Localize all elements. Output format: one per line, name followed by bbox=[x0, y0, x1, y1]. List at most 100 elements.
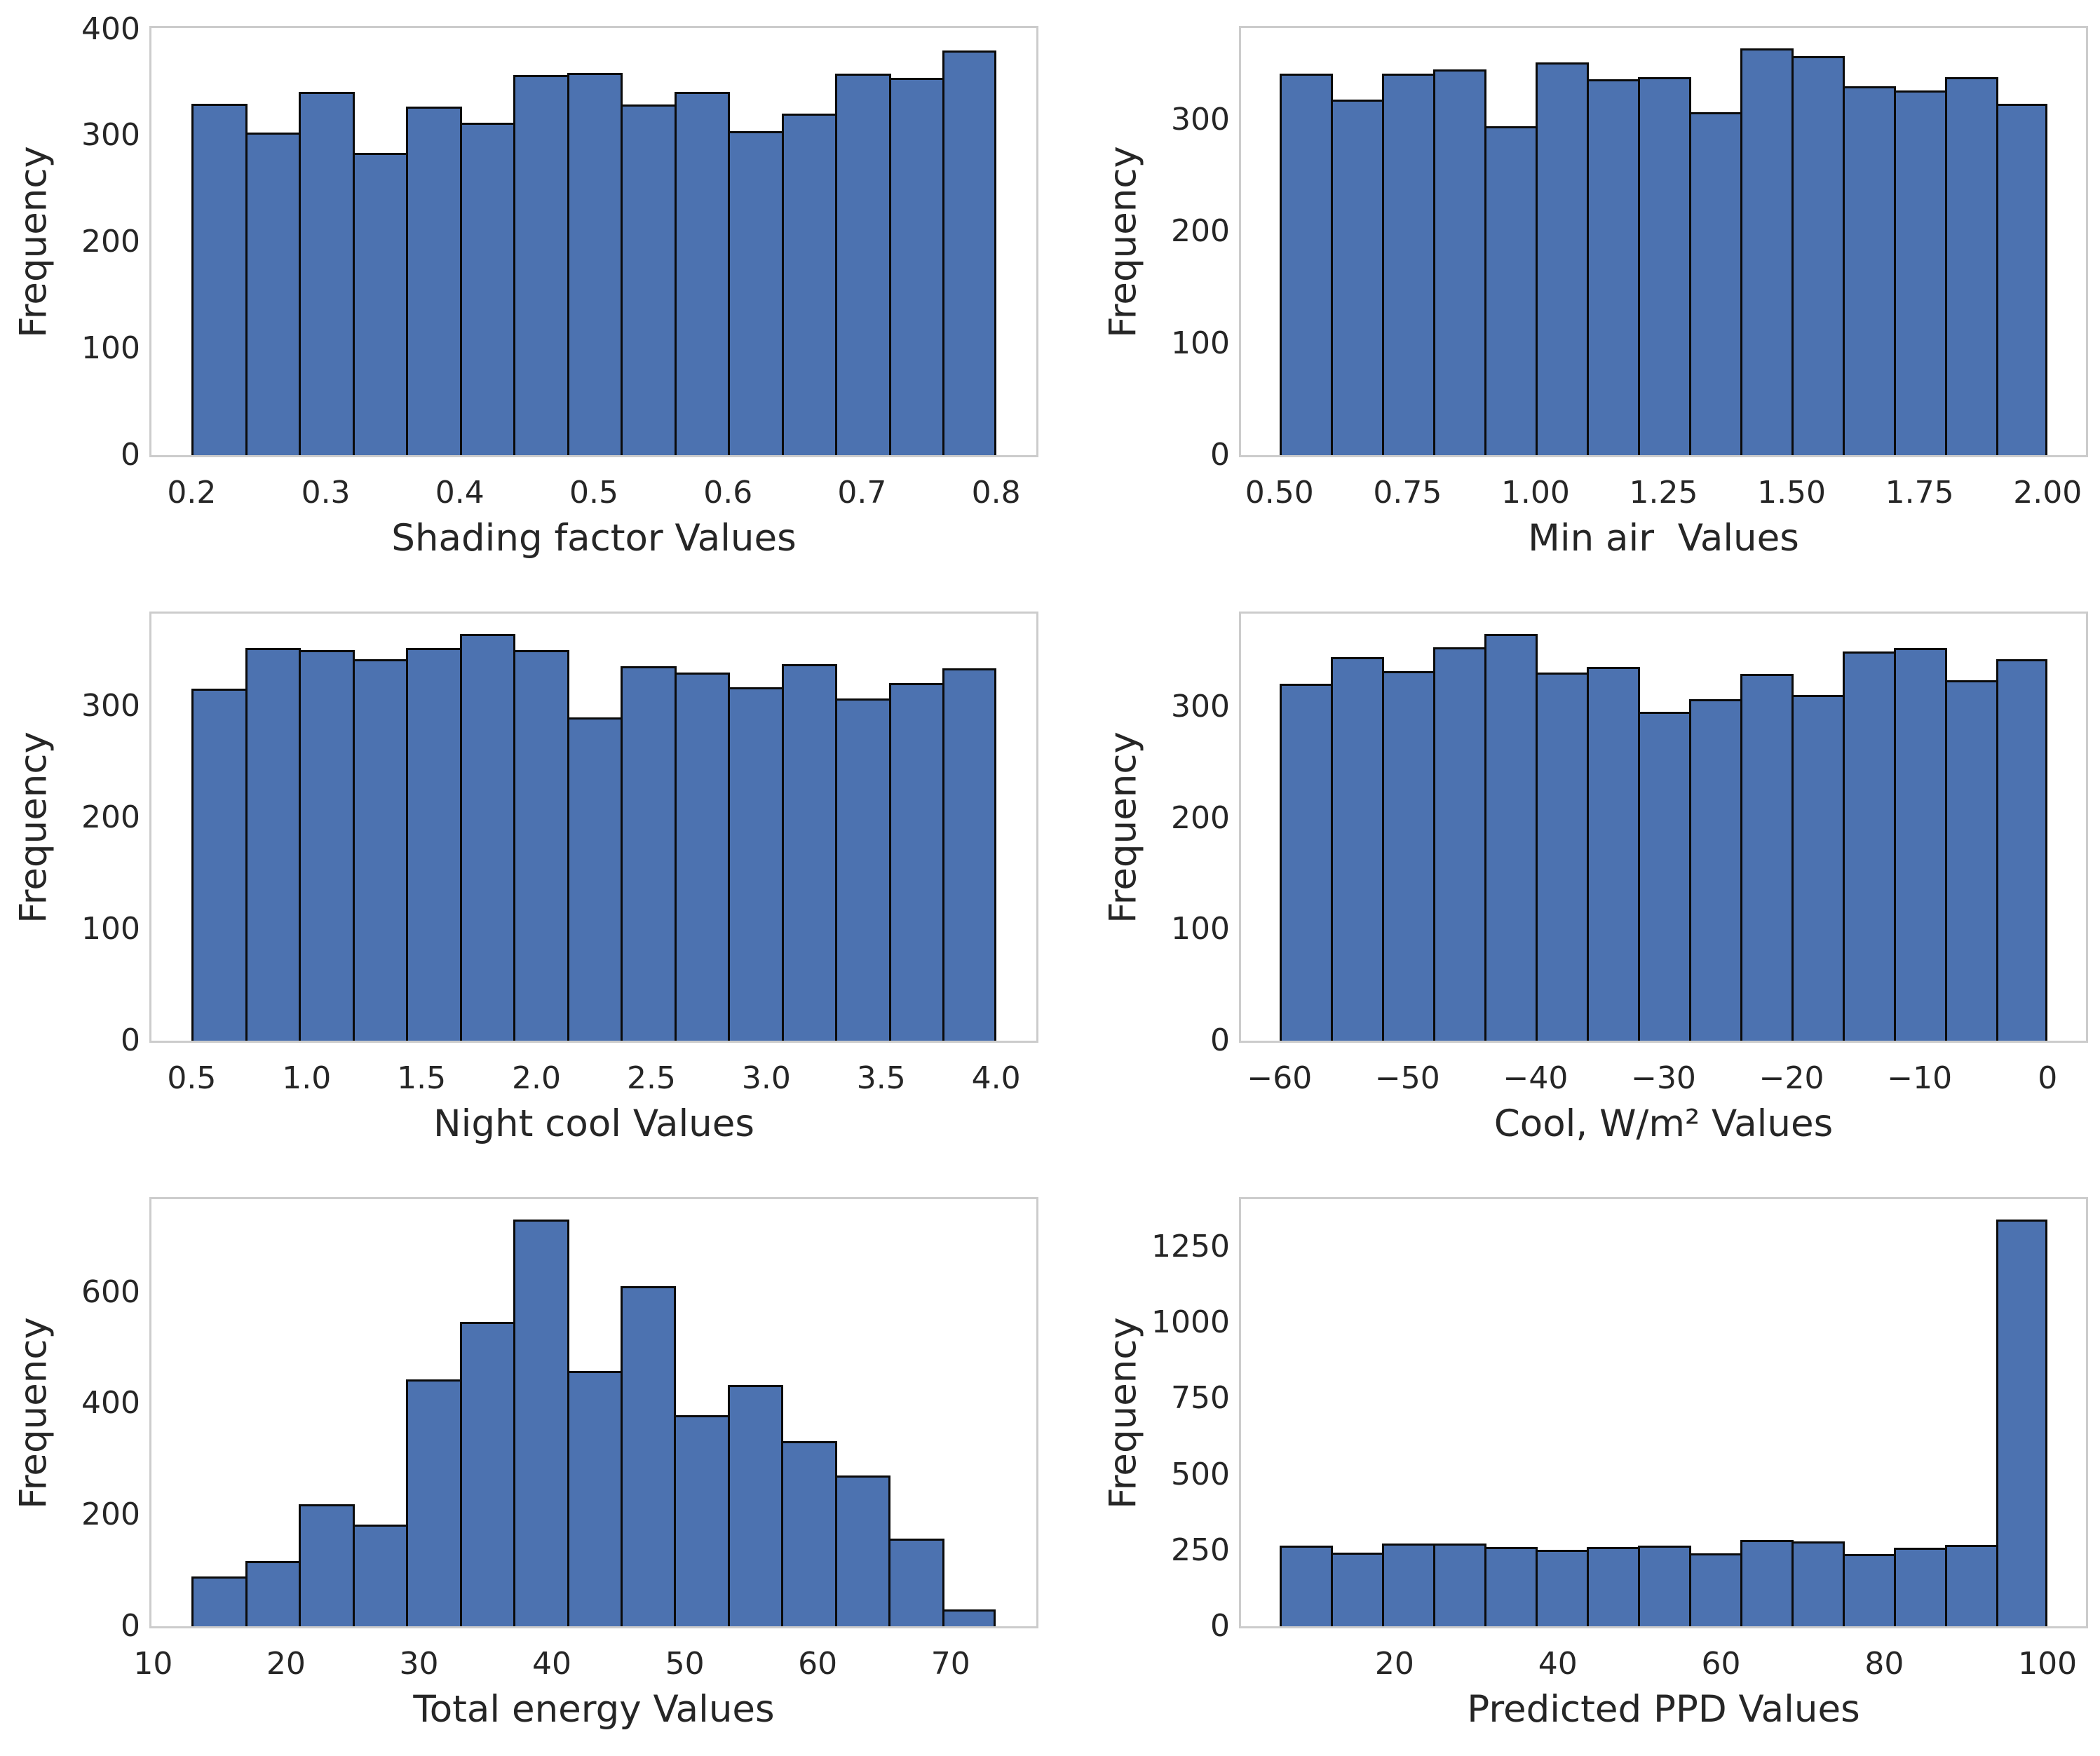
x-tick-label: 0.6 bbox=[703, 475, 753, 511]
y-tick-label: 400 bbox=[81, 1385, 140, 1421]
x-tick-label: 2.5 bbox=[626, 1060, 676, 1096]
histogram-bar bbox=[1843, 651, 1897, 1041]
y-tick-label: 0 bbox=[121, 437, 140, 473]
histogram-bar bbox=[1330, 656, 1384, 1041]
histogram-bar bbox=[1945, 680, 1999, 1041]
histogram-total-energy: Frequency Total energy Values 10 20 30 40 50… bbox=[0, 1171, 1050, 1756]
histogram-bar bbox=[1330, 100, 1384, 455]
x-axis-label: Shading factor Values bbox=[391, 517, 797, 560]
histogram-bar bbox=[459, 633, 516, 1041]
y-tick-label: 500 bbox=[1171, 1456, 1230, 1492]
histogram-bar bbox=[1279, 1546, 1333, 1626]
x-tick-label: 80 bbox=[1864, 1646, 1904, 1682]
x-axis-label: Cool, W/m² Values bbox=[1493, 1102, 1834, 1145]
histogram-bar bbox=[1637, 1546, 1691, 1626]
x-tick-label: 20 bbox=[266, 1646, 306, 1682]
x-tick-label: 60 bbox=[1701, 1646, 1741, 1682]
histogram-bar bbox=[1894, 1548, 1948, 1626]
histogram-bar bbox=[1791, 694, 1845, 1041]
x-tick-label: 2.0 bbox=[512, 1060, 562, 1096]
histogram-bar bbox=[513, 74, 569, 455]
histogram-bar bbox=[674, 92, 731, 455]
histogram-bar bbox=[781, 663, 838, 1041]
y-tick-label: 750 bbox=[1171, 1380, 1230, 1417]
plot-area-shading-factor bbox=[149, 26, 1038, 457]
histogram-bar bbox=[674, 1415, 730, 1626]
y-tick-label: 200 bbox=[81, 1497, 140, 1533]
y-tick-label: 0 bbox=[121, 1022, 140, 1058]
histogram-bar bbox=[835, 74, 891, 455]
histogram-bar bbox=[352, 1524, 409, 1626]
x-axis-label: Night cool Values bbox=[433, 1102, 754, 1145]
x-tick-label: 20 bbox=[1374, 1646, 1414, 1682]
y-tick-label: 300 bbox=[81, 117, 140, 154]
histogram-bar bbox=[1484, 126, 1538, 455]
y-tick-label: 200 bbox=[81, 799, 140, 835]
x-tick-label: 40 bbox=[532, 1646, 572, 1682]
histogram-bar bbox=[1586, 667, 1640, 1041]
histogram-bar bbox=[1381, 74, 1435, 455]
x-tick-label: −20 bbox=[1759, 1060, 1824, 1096]
x-tick-label: 1.00 bbox=[1501, 475, 1570, 511]
histogram-bar bbox=[1381, 1543, 1435, 1626]
histogram-bar bbox=[352, 659, 409, 1041]
histogram-bar bbox=[1637, 77, 1691, 455]
x-tick-label: 1.25 bbox=[1629, 475, 1698, 511]
histogram-bar bbox=[513, 650, 569, 1041]
histogram-bar bbox=[567, 717, 623, 1041]
histogram-bar bbox=[1996, 1220, 2048, 1626]
histogram-bar bbox=[1894, 90, 1948, 455]
histogram-bar bbox=[781, 113, 838, 455]
histogram-bar bbox=[406, 107, 462, 455]
x-tick-label: −60 bbox=[1247, 1060, 1313, 1096]
x-tick-label: 1.5 bbox=[397, 1060, 447, 1096]
histogram-bar bbox=[1637, 711, 1691, 1041]
x-axis-label: Predicted PPD Values bbox=[1467, 1688, 1860, 1731]
x-tick-label: 100 bbox=[2018, 1646, 2078, 1682]
histogram-bar bbox=[459, 123, 516, 455]
histogram-bar bbox=[888, 78, 945, 455]
histogram-bar bbox=[191, 103, 248, 455]
y-tick-label: 100 bbox=[81, 330, 140, 367]
histogram-bar bbox=[834, 1475, 891, 1626]
y-tick-label: 1000 bbox=[1151, 1304, 1230, 1341]
x-tick-label: 0.4 bbox=[435, 475, 485, 511]
x-tick-label: 30 bbox=[399, 1646, 439, 1682]
y-tick-label: 200 bbox=[81, 224, 140, 260]
x-tick-label: −10 bbox=[1887, 1060, 1953, 1096]
x-tick-label: 1.0 bbox=[282, 1060, 332, 1096]
histogram-bar bbox=[1535, 1549, 1589, 1626]
y-tick-label: 200 bbox=[1171, 799, 1230, 836]
x-tick-label: 3.0 bbox=[741, 1060, 791, 1096]
histogram-bar bbox=[1894, 648, 1948, 1041]
histogram-bar bbox=[1484, 1547, 1538, 1626]
histogram-bar bbox=[621, 104, 677, 455]
histogram-bar bbox=[1535, 673, 1589, 1041]
histogram-bar bbox=[1945, 77, 1999, 455]
x-tick-label: 0.5 bbox=[167, 1060, 217, 1096]
y-tick-label: 0 bbox=[1210, 1608, 1230, 1644]
histogram-bar bbox=[1791, 55, 1845, 455]
x-tick-label: −30 bbox=[1631, 1060, 1696, 1096]
histogram-bar bbox=[728, 131, 784, 455]
histogram-bar bbox=[1740, 1539, 1794, 1626]
histogram-bar bbox=[513, 1219, 569, 1626]
histogram-bar bbox=[728, 687, 784, 1041]
y-tick-label: 300 bbox=[81, 687, 140, 724]
histogram-bar bbox=[942, 1609, 996, 1626]
x-tick-label: 0.2 bbox=[167, 475, 217, 511]
histogram-bar bbox=[621, 666, 677, 1041]
x-tick-label: 1.50 bbox=[1757, 475, 1827, 511]
histogram-bar bbox=[1432, 1543, 1486, 1626]
histogram-bar bbox=[835, 698, 891, 1041]
x-tick-label: 0.5 bbox=[569, 475, 618, 511]
x-tick-label: 60 bbox=[798, 1646, 838, 1682]
x-tick-label: 50 bbox=[665, 1646, 705, 1682]
histogram-night-cool: Frequency Night cool Values 0.5 1.0 1.5 2.0… bbox=[0, 586, 1050, 1171]
x-tick-label: 0.3 bbox=[301, 475, 351, 511]
histogram-bar bbox=[1688, 1553, 1742, 1626]
x-axis-label: Min air Values bbox=[1528, 517, 1799, 560]
histogram-bar bbox=[245, 1561, 302, 1626]
histogram-bar bbox=[191, 688, 248, 1041]
